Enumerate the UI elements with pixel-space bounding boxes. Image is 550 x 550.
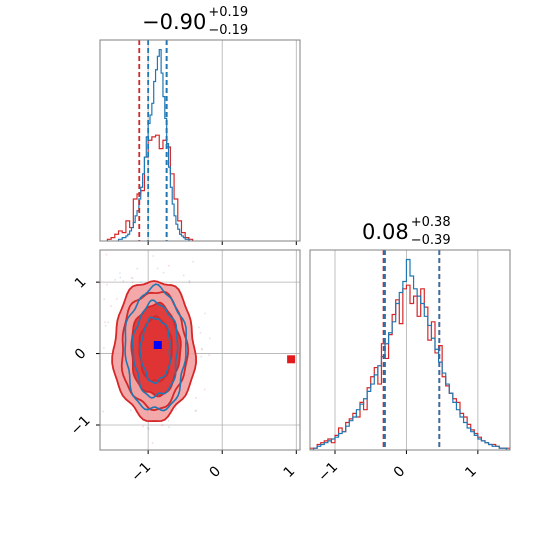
scatter-10-xtick-label-1: 0 bbox=[207, 463, 225, 481]
scatter-10-sample-point bbox=[157, 234, 159, 236]
param-0-lower-error: −0.19 bbox=[208, 23, 249, 38]
hist-0-red-histogram-step bbox=[106, 134, 194, 241]
scatter-10-sample-point bbox=[188, 280, 191, 282]
scatter-10-sample-point bbox=[168, 426, 170, 429]
scatter-10-sample-point bbox=[158, 470, 160, 472]
hist-1-blue-histogram-step bbox=[310, 258, 510, 450]
scatter-10-sample-point bbox=[167, 419, 170, 422]
hist-1-frame bbox=[309, 249, 511, 451]
scatter-10-sample-point bbox=[107, 321, 110, 324]
scatter-10-sample-point bbox=[161, 424, 164, 427]
scatter-10-sample-point bbox=[208, 337, 211, 340]
scatter-10-sample-point bbox=[167, 264, 170, 267]
scatter-10-sample-point bbox=[162, 271, 165, 274]
scatter-10-sample-point bbox=[199, 331, 202, 334]
scatter-10-sample-point bbox=[105, 253, 108, 256]
scatter-10-sample-point bbox=[104, 321, 106, 324]
scatter-10-sample-point bbox=[48, 294, 50, 296]
scatter-10-sample-point bbox=[200, 355, 203, 358]
scatter-10-plot-area bbox=[48, 234, 296, 472]
hist-1-xtick-label-1: 0 bbox=[391, 463, 409, 481]
scatter-10-sample-point bbox=[90, 347, 92, 349]
param-0-value: −0.90 bbox=[142, 10, 207, 34]
scatter-10-sample-point bbox=[129, 409, 132, 412]
scatter-10-sample-point bbox=[142, 425, 144, 428]
scatter-10-sample-point bbox=[52, 336, 54, 338]
scatter-10-sample-point bbox=[195, 409, 198, 412]
scatter-10-sample-point bbox=[136, 267, 139, 270]
param-1-lower-error: −0.39 bbox=[410, 233, 451, 248]
hist-1-red-histogram-step bbox=[310, 284, 510, 450]
scatter-10-ytick-label-2: 1 bbox=[72, 274, 90, 292]
param-1-value: 0.08 bbox=[362, 220, 409, 244]
scatter-10-sample-point bbox=[197, 326, 200, 329]
scatter-10-sample-point bbox=[131, 281, 134, 284]
scatter-10-sample-point bbox=[114, 278, 116, 281]
scatter-10-sample-point bbox=[192, 260, 195, 263]
param-0-title: −0.90 +0.19 −0.19 bbox=[142, 5, 248, 38]
scatter-10-sample-point bbox=[103, 347, 105, 350]
scatter-10-sample-point bbox=[146, 426, 149, 429]
scatter-10-sample-point bbox=[182, 274, 185, 277]
scatter-10-sample-point bbox=[170, 459, 172, 461]
scatter-10-red-marker bbox=[287, 355, 296, 364]
param-1-upper-error: +0.38 bbox=[410, 215, 451, 230]
scatter-10-sample-point bbox=[103, 298, 106, 301]
scatter-10-frame bbox=[99, 249, 301, 451]
scatter-10-sample-point bbox=[156, 267, 159, 270]
scatter-10-ytick-label-0: −1 bbox=[68, 413, 94, 439]
scatter-10-sample-point bbox=[152, 255, 154, 257]
scatter-10-sample-point bbox=[200, 347, 203, 350]
hist-0-blue-histogram-step bbox=[117, 48, 191, 241]
scatter-10-sample-point bbox=[204, 312, 207, 315]
scatter-10-sample-point bbox=[102, 410, 105, 413]
scatter-10-blue-contour-2 bbox=[139, 316, 171, 385]
scatter-10-blue-contour-0 bbox=[124, 283, 188, 412]
scatter-10-sample-point bbox=[131, 277, 134, 280]
scatter-10-ytick-label-1: 0 bbox=[72, 345, 90, 363]
param-0-upper-error: +0.19 bbox=[208, 5, 249, 20]
scatter-10-sample-point bbox=[203, 388, 206, 391]
scatter-10-sample-point bbox=[174, 408, 177, 410]
scatter-10-sample-point bbox=[106, 283, 108, 286]
scatter-10-xtick-label-2: 1 bbox=[281, 463, 299, 481]
scatter-10-sample-point bbox=[130, 276, 133, 279]
scatter-10-sample-point bbox=[122, 280, 125, 282]
scatter-10-sample-point bbox=[129, 246, 131, 248]
scatter-10-blue-contour-1 bbox=[131, 299, 179, 399]
scatter-10-sample-point bbox=[104, 324, 107, 327]
scatter-10-sample-point bbox=[147, 428, 150, 430]
scatter-10-sample-point bbox=[119, 276, 122, 279]
scatter-10-xtick-label-0: −1 bbox=[128, 459, 154, 485]
param-1-title: 0.08 +0.38 −0.39 bbox=[362, 215, 451, 248]
scatter-10-sample-point bbox=[195, 397, 197, 399]
hist-1-xtick-label-2: 1 bbox=[462, 463, 480, 481]
hist-1-xtick-label-0: −1 bbox=[315, 459, 341, 485]
scatter-10-sample-point bbox=[151, 441, 154, 444]
scatter-10-sample-point bbox=[119, 272, 121, 274]
scatter-10-sample-point bbox=[116, 298, 118, 300]
scatter-10-sample-point bbox=[201, 348, 203, 351]
scatter-10-sample-point bbox=[188, 281, 191, 284]
scatter-10-sample-point bbox=[194, 410, 197, 413]
scatter-10-sample-point bbox=[139, 281, 142, 283]
hist-0-frame bbox=[99, 39, 301, 242]
scatter-10-sample-point bbox=[208, 354, 211, 357]
scatter-10-sample-point bbox=[110, 305, 112, 308]
scatter-10-blue-marker bbox=[153, 341, 162, 349]
